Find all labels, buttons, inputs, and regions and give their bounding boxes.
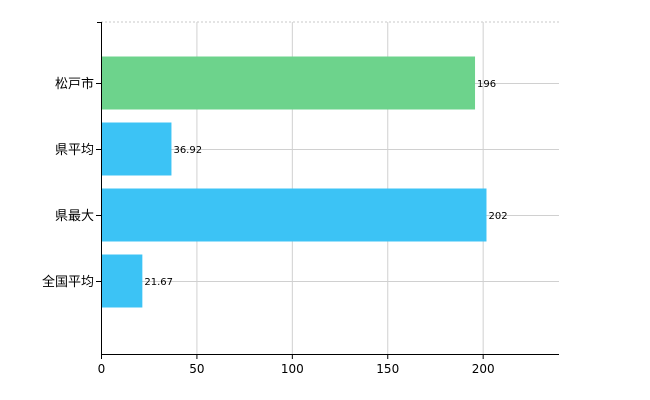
x-axis-ticks: 0 50 100 150 200 <box>98 354 495 376</box>
y-tick-label-1: 県平均 <box>55 143 94 158</box>
x-tick-label-3: 150 <box>376 362 399 376</box>
x-tick-label-4: 200 <box>472 362 495 376</box>
data-label-2: 202 <box>488 211 507 222</box>
x-tick-label-0: 0 <box>98 362 106 376</box>
y-tick-label-0: 松戸市 <box>55 76 94 92</box>
bar-2 <box>102 188 487 242</box>
data-label-1: 36.92 <box>173 145 202 156</box>
data-label-3: 21.67 <box>144 277 173 288</box>
y-tick-label-2: 県最大 <box>55 209 94 224</box>
x-tick-label-2: 100 <box>281 362 304 376</box>
bar-3 <box>102 254 143 308</box>
data-labels: 196 36.92 202 21.67 <box>144 79 507 288</box>
x-tick-label-1: 50 <box>189 362 204 376</box>
data-label-0: 196 <box>477 79 496 90</box>
bars <box>102 56 487 308</box>
bar-0 <box>102 56 476 110</box>
y-tick-label-3: 全国平均 <box>42 274 94 290</box>
bar-1 <box>102 122 172 176</box>
